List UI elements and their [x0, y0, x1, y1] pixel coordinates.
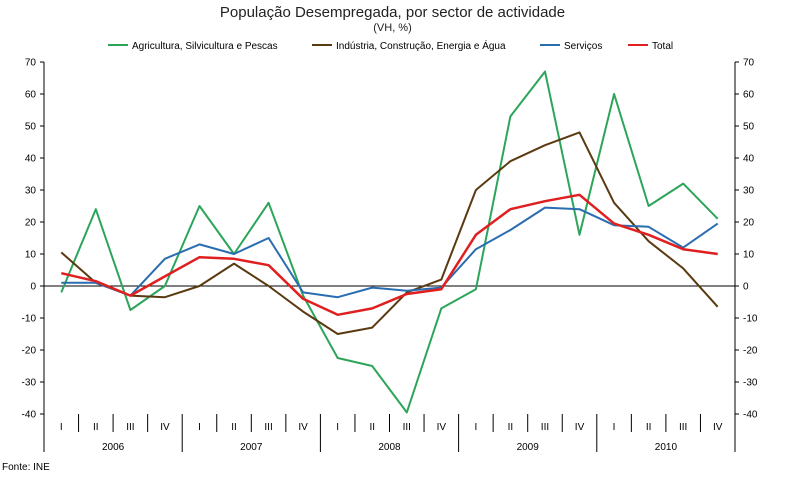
- legend-swatch-servicos: [540, 44, 560, 47]
- quarter-label: IV: [160, 422, 170, 433]
- y-tick-label-left: 60: [25, 90, 37, 101]
- legend-item-agricultura: Agricultura, Silvicultura e Pescas: [108, 41, 278, 52]
- y-tick-label-left: -10: [22, 314, 37, 325]
- y-tick-label-left: 0: [30, 282, 36, 293]
- quarter-label: I: [60, 422, 63, 433]
- quarter-label: III: [403, 422, 411, 433]
- year-label: 2006: [102, 442, 125, 453]
- quarter-label: IV: [298, 422, 308, 433]
- legend-label-industria: Indústria, Construção, Energia e Água: [336, 41, 506, 52]
- series-line-total: [61, 193, 718, 317]
- y-tick-label-left: -40: [22, 410, 37, 421]
- series-line-agricultura: [60, 70, 719, 414]
- y-tick-label-left: -20: [22, 346, 37, 357]
- y-tick-label-right: 70: [743, 58, 755, 69]
- y-tick-label-right: 60: [743, 90, 755, 101]
- year-label: 2010: [655, 442, 678, 453]
- year-label: 2009: [517, 442, 540, 453]
- quarter-label: I: [336, 422, 339, 433]
- quarter-label: IV: [575, 422, 585, 433]
- y-tick-label-left: 10: [25, 250, 37, 261]
- quarter-label: IV: [713, 422, 723, 433]
- quarter-label: II: [646, 422, 652, 433]
- y-tick-label-right: 20: [743, 218, 755, 229]
- quarter-label: III: [541, 422, 549, 433]
- legend: Agricultura, Silvicultura e Pescas Indús…: [0, 41, 785, 55]
- y-tick-label-right: 0: [743, 282, 749, 293]
- quarter-label: I: [474, 422, 477, 433]
- chart-subtitle: (VH, %): [373, 22, 412, 34]
- legend-item-industria: Indústria, Construção, Energia e Água: [312, 41, 506, 52]
- quarter-label: III: [126, 422, 134, 433]
- legend-label-agricultura: Agricultura, Silvicultura e Pescas: [132, 41, 278, 52]
- quarter-label: II: [508, 422, 514, 433]
- legend-swatch-total: [628, 44, 648, 47]
- quarter-label: III: [264, 422, 272, 433]
- y-tick-label-left: 30: [25, 186, 37, 197]
- y-tick-label-left: 70: [25, 58, 37, 69]
- y-tick-label-right: -30: [743, 378, 758, 389]
- legend-item-total: Total: [628, 41, 673, 52]
- legend-label-total: Total: [652, 41, 674, 52]
- quarter-label: I: [613, 422, 616, 433]
- y-tick-label-right: -40: [743, 410, 758, 421]
- year-label: 2007: [240, 442, 263, 453]
- y-tick-label-right: 10: [743, 250, 755, 261]
- quarter-label: IV: [437, 422, 447, 433]
- y-tick-label-right: -20: [743, 346, 758, 357]
- y-tick-label-left: -30: [22, 378, 37, 389]
- year-label: 2008: [378, 442, 401, 453]
- y-tick-label-right: -10: [743, 314, 758, 325]
- source-note: Fonte: INE: [2, 462, 50, 473]
- y-tick-label-right: 30: [743, 186, 755, 197]
- legend-item-servicos: Serviços: [540, 41, 602, 52]
- y-tick-label-left: 50: [25, 122, 37, 133]
- y-tick-label-left: 40: [25, 154, 37, 165]
- quarter-label: I: [198, 422, 201, 433]
- y-tick-label-right: 40: [743, 154, 755, 165]
- chart-title: População Desempregada, por sector de ac…: [219, 4, 566, 21]
- legend-swatch-industria: [312, 44, 332, 47]
- legend-label-servicos: Serviços: [564, 41, 603, 52]
- series-line-industria: [60, 131, 719, 335]
- quarter-label: II: [231, 422, 237, 433]
- quarter-label: III: [679, 422, 687, 433]
- series-line-servicos: [61, 206, 719, 299]
- quarter-label: II: [369, 422, 375, 433]
- quarter-label: II: [93, 422, 99, 433]
- legend-swatch-agricultura: [108, 44, 128, 47]
- y-tick-label-right: 50: [743, 122, 755, 133]
- y-tick-label-left: 20: [25, 218, 37, 229]
